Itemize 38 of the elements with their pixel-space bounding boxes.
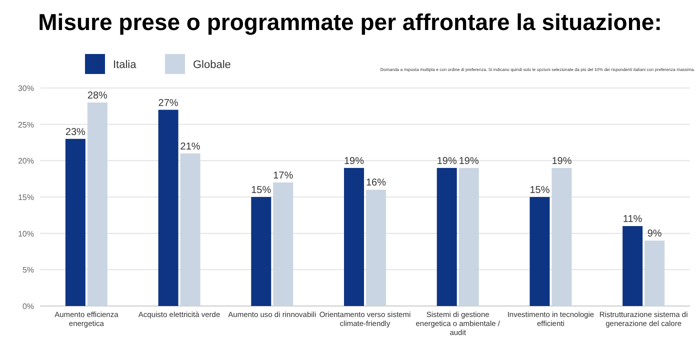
y-tick-label: 15% (18, 193, 34, 202)
data-label: 19% (344, 156, 364, 167)
data-label: 11% (622, 214, 642, 226)
bar (436, 168, 457, 306)
data-label: 28% (87, 90, 108, 102)
legend-label: Italia (113, 59, 138, 71)
bar (366, 190, 386, 306)
data-label: 16% (366, 178, 386, 189)
bar (158, 110, 178, 306)
data-label: 19% (458, 156, 479, 167)
legend-label: Globale (193, 59, 231, 71)
bar (251, 197, 272, 306)
data-label: 15% (251, 185, 272, 196)
data-label: 21% (180, 141, 200, 152)
y-tick-label: 30% (18, 84, 34, 93)
bar (552, 168, 572, 306)
bar (65, 138, 86, 306)
y-tick-label: 20% (18, 156, 34, 166)
bar (180, 153, 200, 306)
bar (273, 182, 294, 306)
bar (344, 168, 364, 306)
data-label: 9% (647, 228, 662, 240)
y-tick-label: 10% (18, 229, 34, 238)
data-label: 23% (65, 126, 86, 138)
bar (622, 226, 643, 306)
chart-title: Misure prese o programmate per affrontare la situazione: (38, 9, 662, 35)
bar (458, 168, 479, 306)
data-label: 27% (158, 98, 178, 109)
data-label: 15% (530, 185, 550, 196)
data-label: 19% (552, 156, 572, 167)
y-tick-label: 0% (22, 302, 34, 311)
data-label: 17% (273, 170, 294, 182)
bar (87, 102, 108, 306)
bar (644, 240, 665, 306)
y-tick-label: 25% (18, 120, 34, 130)
y-tick-label: 5% (22, 266, 34, 275)
bar (530, 197, 550, 306)
data-label: 19% (436, 156, 457, 167)
